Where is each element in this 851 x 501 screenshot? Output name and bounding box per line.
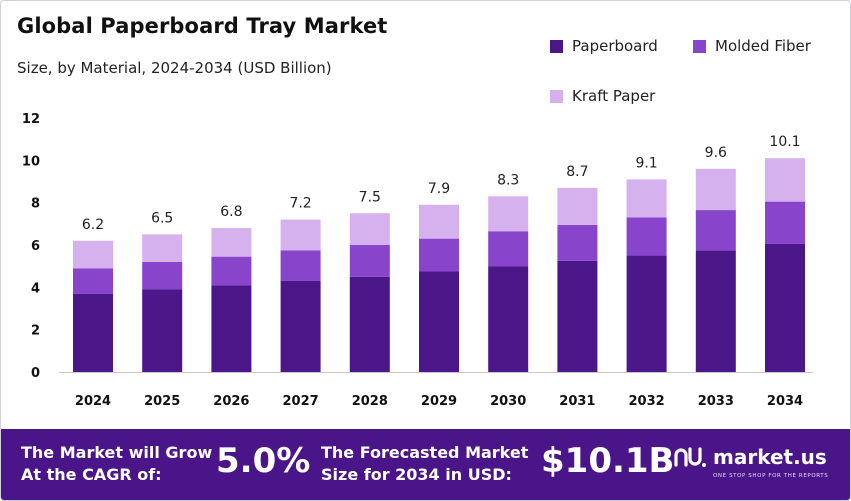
bar-segment-paperboard bbox=[765, 243, 805, 372]
bar-segment-paperboard bbox=[142, 289, 183, 372]
bar-segment-kraft-paper bbox=[349, 213, 390, 245]
bar-segment-kraft-paper bbox=[280, 219, 321, 251]
cagr-text: The Market will Grow At the CAGR of: bbox=[21, 442, 212, 486]
bar-total-label: 8.3 bbox=[497, 172, 519, 188]
x-tick-label: 2029 bbox=[421, 394, 457, 409]
forecast-text-line-1: The Forecasted Market bbox=[321, 443, 529, 462]
forecast-text: The Forecasted Market Size for 2034 in U… bbox=[321, 442, 528, 486]
bar-segment-kraft-paper bbox=[557, 187, 598, 225]
legend-item-molded-fiber: Molded Fiber bbox=[693, 37, 811, 55]
bar-segment-molded-fiber bbox=[765, 201, 805, 244]
x-tick-label: 2028 bbox=[352, 394, 388, 409]
x-tick-label: 2032 bbox=[629, 394, 665, 409]
legend-swatch-kraft-paper bbox=[550, 89, 563, 103]
bar-segment-paperboard bbox=[349, 276, 390, 372]
bar-total-label: 8.7 bbox=[566, 164, 588, 180]
bar-total-label: 9.1 bbox=[635, 155, 657, 171]
chart-title: Global Paperboard Tray Market bbox=[17, 14, 388, 38]
x-tick-label: 2027 bbox=[283, 394, 319, 409]
bar-segment-kraft-paper bbox=[211, 228, 252, 257]
bar-segment-paperboard bbox=[419, 271, 459, 372]
y-tick-label: 12 bbox=[22, 112, 40, 127]
bar-total-label: 7.5 bbox=[359, 189, 381, 205]
legend-swatch-paperboard bbox=[550, 39, 563, 53]
x-tick-label: 2034 bbox=[767, 394, 803, 409]
cagr-value: 5.0% bbox=[216, 441, 311, 481]
bar-segment-kraft-paper bbox=[626, 179, 667, 218]
bar-segment-kraft-paper bbox=[142, 234, 183, 262]
market-us-logo-icon bbox=[674, 447, 706, 467]
cagr-text-line-2: At the CAGR of: bbox=[21, 465, 162, 484]
brand-logo: market.us ONE STOP SHOP FOR THE REPORTS bbox=[673, 445, 828, 479]
bar-segment-paperboard bbox=[280, 280, 321, 372]
legend-item-kraft-paper: Kraft Paper bbox=[550, 87, 655, 105]
brand-name: market.us bbox=[713, 445, 827, 469]
x-tick-label: 2030 bbox=[490, 394, 526, 409]
stacked-bar-chart: 0 2 4 6 8 10 12 6.2 2024 6.5 2025 6.8 2026 7.2 2027 7.5… bbox=[22, 112, 813, 409]
bar-segment-kraft-paper bbox=[765, 158, 805, 202]
y-tick-label: 2 bbox=[31, 324, 40, 339]
bar-total-label: 7.9 bbox=[428, 181, 450, 197]
legend-label-kraft-paper: Kraft Paper bbox=[572, 87, 656, 105]
bar-total-label: 9.6 bbox=[705, 145, 727, 161]
x-tick-label: 2033 bbox=[698, 394, 734, 409]
bar-segment-paperboard bbox=[557, 260, 598, 372]
footer-banner: The Market will Grow At the CAGR of: 5.0… bbox=[1, 429, 850, 500]
bar-segment-kraft-paper bbox=[73, 240, 113, 269]
x-tick-label: 2026 bbox=[213, 394, 249, 409]
y-tick-label: 0 bbox=[31, 366, 40, 381]
bar-segment-molded-fiber bbox=[142, 261, 183, 290]
bar-segment-kraft-paper bbox=[695, 168, 736, 211]
bar-segment-molded-fiber bbox=[419, 238, 459, 272]
x-tick-label: 2025 bbox=[144, 394, 180, 409]
y-tick-label: 6 bbox=[31, 239, 40, 254]
bar-segment-molded-fiber bbox=[626, 217, 667, 256]
bar-segment-paperboard bbox=[695, 250, 736, 372]
bar-segment-molded-fiber bbox=[73, 268, 113, 294]
bar-segment-molded-fiber bbox=[280, 250, 321, 281]
bar-total-label: 6.2 bbox=[82, 217, 104, 233]
forecast-text-line-2: Size for 2034 in USD: bbox=[321, 465, 512, 484]
bar-segment-molded-fiber bbox=[557, 224, 598, 261]
cagr-text-line-1: The Market will Grow bbox=[21, 443, 213, 462]
legend-item-paperboard: Paperboard bbox=[550, 37, 658, 55]
x-tick-label: 2031 bbox=[559, 394, 595, 409]
bar-segment-molded-fiber bbox=[211, 256, 252, 286]
legend-label-paperboard: Paperboard bbox=[572, 37, 658, 55]
bar-segment-paperboard bbox=[488, 266, 529, 372]
bar-segment-paperboard bbox=[626, 255, 667, 372]
bar-segment-kraft-paper bbox=[488, 196, 529, 232]
y-tick-label: 10 bbox=[22, 154, 40, 169]
x-tick-label: 2024 bbox=[75, 394, 111, 409]
legend-swatch-molded-fiber bbox=[693, 39, 706, 53]
bar-segment-kraft-paper bbox=[419, 204, 459, 239]
bar-segment-molded-fiber bbox=[349, 245, 390, 277]
bar-segment-molded-fiber bbox=[488, 231, 529, 267]
bar-segment-paperboard bbox=[73, 293, 113, 372]
chart-subtitle: Size, by Material, 2024-2034 (USD Billio… bbox=[17, 59, 332, 77]
bar-segment-paperboard bbox=[211, 285, 252, 372]
y-tick-label: 8 bbox=[31, 197, 40, 212]
forecast-value: $10.1B bbox=[541, 441, 675, 481]
bar-total-label: 6.8 bbox=[220, 204, 242, 220]
bar-total-label: 7.2 bbox=[289, 196, 311, 212]
bar-total-label: 6.5 bbox=[151, 210, 173, 226]
bar-segment-molded-fiber bbox=[695, 210, 736, 251]
brand-tagline: ONE STOP SHOP FOR THE REPORTS bbox=[713, 473, 829, 479]
bar-total-label: 10.1 bbox=[769, 134, 800, 150]
y-tick-label: 4 bbox=[31, 281, 40, 296]
legend-label-molded-fiber: Molded Fiber bbox=[715, 37, 811, 55]
